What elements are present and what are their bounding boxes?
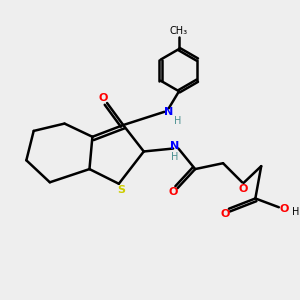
Text: O: O [239,184,248,194]
Text: N: N [170,141,179,151]
Text: H: H [174,116,181,126]
Text: O: O [279,204,289,214]
Text: O: O [221,209,230,219]
Text: S: S [117,185,125,195]
Text: N: N [164,107,173,117]
Text: O: O [169,187,178,197]
Text: H: H [292,207,299,217]
Text: O: O [99,93,108,103]
Text: H: H [171,152,178,162]
Text: CH₃: CH₃ [170,26,188,36]
